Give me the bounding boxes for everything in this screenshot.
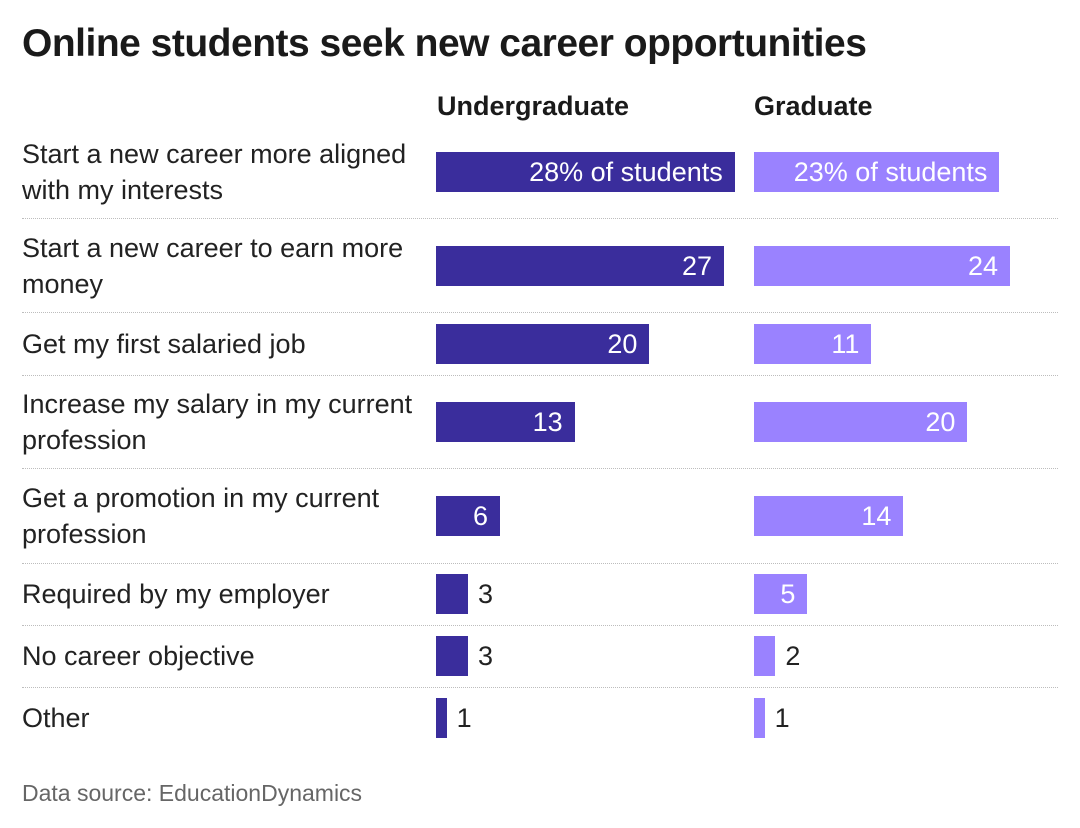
undergraduate-bar bbox=[436, 636, 468, 676]
graduate-bar bbox=[754, 574, 808, 614]
category-label: Increase my salary in my current profess… bbox=[22, 389, 413, 455]
category-label: No career objective bbox=[22, 641, 255, 671]
graduate-bar bbox=[754, 496, 904, 536]
column-header-graduate: Graduate bbox=[754, 91, 873, 121]
undergraduate-bar bbox=[436, 152, 735, 192]
undergraduate-value-label: 28% of students bbox=[529, 157, 723, 187]
graduate-bar bbox=[754, 698, 765, 738]
graduate-value-label: 14 bbox=[861, 501, 892, 531]
category-label: Required by my employer bbox=[22, 579, 330, 609]
graduate-bar bbox=[754, 324, 872, 364]
undergraduate-value-label: 13 bbox=[532, 407, 563, 437]
undergraduate-bar bbox=[436, 324, 650, 364]
row-divider bbox=[22, 218, 1058, 219]
category-label: Start a new career more aligned with my … bbox=[22, 139, 407, 205]
row-divider bbox=[22, 687, 1058, 688]
undergraduate-value-label: 20 bbox=[607, 329, 638, 359]
undergraduate-value-label: 3 bbox=[478, 579, 494, 609]
graduate-bar bbox=[754, 246, 1011, 286]
undergraduate-bar bbox=[436, 698, 447, 738]
undergraduate-bar bbox=[436, 402, 575, 442]
graduate-value-label: 11 bbox=[831, 329, 860, 359]
graduate-value-label: 23% of students bbox=[793, 157, 988, 187]
column-header-undergraduate: Undergraduate bbox=[437, 91, 630, 121]
row-divider bbox=[22, 375, 1058, 376]
undergraduate-value-label: 27 bbox=[682, 251, 713, 281]
graduate-bar bbox=[754, 152, 1000, 192]
graduate-value-label: 5 bbox=[780, 579, 796, 609]
category-label: Start a new career to earn more money bbox=[22, 233, 404, 299]
graduate-value-label: 20 bbox=[925, 407, 956, 437]
undergraduate-bar bbox=[436, 574, 468, 614]
data-source: Data source: EducationDynamics bbox=[22, 780, 363, 806]
undergraduate-bar bbox=[436, 246, 725, 286]
row-divider bbox=[22, 312, 1058, 313]
row-divider bbox=[22, 563, 1058, 564]
row-divider bbox=[22, 625, 1058, 626]
category-label: Get my first salaried job bbox=[22, 329, 306, 359]
graduate-value-label: 1 bbox=[774, 703, 790, 733]
row-divider bbox=[22, 468, 1058, 469]
undergraduate-value-label: 1 bbox=[456, 703, 472, 733]
graduate-bar bbox=[754, 402, 968, 442]
graduate-bar bbox=[754, 636, 776, 676]
graduate-value-label: 24 bbox=[968, 251, 999, 281]
graduate-value-label: 2 bbox=[785, 641, 801, 671]
undergraduate-value-label: 3 bbox=[478, 641, 494, 671]
category-label: Get a promotion in my current profession bbox=[22, 483, 380, 549]
chart-title: Online students seek new career opportun… bbox=[22, 22, 867, 65]
undergraduate-bar bbox=[436, 496, 501, 536]
category-label: Other bbox=[22, 703, 90, 733]
undergraduate-value-label: 6 bbox=[472, 501, 489, 531]
